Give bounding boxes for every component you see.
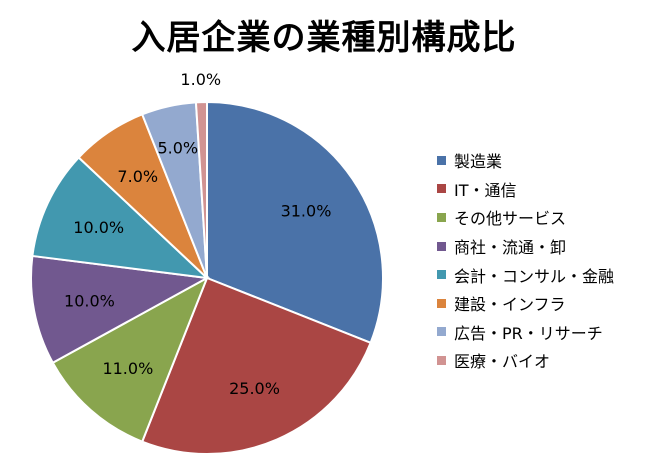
legend-label: 建設・インフラ [454, 295, 566, 315]
legend-label: 商社・流通・卸 [454, 238, 567, 258]
legend-swatch [437, 184, 446, 194]
legend-swatch [437, 327, 446, 337]
legend-label: 会計・コンサル・金融 [454, 266, 615, 286]
legend-item: その他サービス [437, 203, 614, 232]
legend-swatch [437, 270, 446, 280]
legend-swatch [437, 241, 446, 251]
data-label-7: 5.0% [157, 138, 198, 157]
data-label-6: 7.0% [117, 167, 158, 186]
pie-slice-8 [194, 100, 208, 279]
legend-item: 医療・バイオ [437, 346, 614, 375]
chart-legend: 製造業 IT・通信その他サービス 商社・流通・卸会計・コンサル・金融 建設・インフラ広… [437, 146, 614, 375]
pie-slice-2 [140, 276, 372, 455]
legend-swatch [437, 155, 446, 165]
legend-label: 医療・バイオ [454, 352, 551, 372]
data-label-3: 11.0% [102, 359, 153, 378]
legend-label: IT・通信 [454, 180, 517, 200]
legend-item: 製造業 [437, 146, 614, 175]
data-label-2: 25.0% [229, 379, 280, 398]
pie-slice-1 [206, 100, 384, 345]
pie-slice-4 [30, 254, 211, 365]
legend-item: IT・通信 [437, 175, 614, 204]
legend-label: 製造業 [454, 152, 503, 172]
legend-item: 会計・コンサル・金融 [437, 260, 614, 289]
pie-slice-5 [31, 156, 210, 280]
legend-label: その他サービス [454, 209, 567, 229]
data-label-5: 10.0% [73, 218, 124, 237]
data-label-1: 31.0% [281, 202, 332, 221]
data-label-8: 1.0% [180, 70, 221, 89]
legend-swatch [437, 212, 446, 222]
legend-swatch [437, 298, 446, 308]
data-label-4: 10.0% [64, 291, 115, 310]
legend-item: 商社・流通・卸 [437, 232, 614, 261]
chart-title: 入居企業の業種別構成比 [131, 18, 517, 58]
legend-label: 広告・PR・リサーチ [454, 323, 603, 343]
pie-slice-3 [51, 275, 209, 443]
legend-swatch [437, 355, 446, 365]
legend-item: 建設・インフラ [437, 289, 614, 318]
legend-item: 広告・PR・リサーチ [437, 318, 614, 347]
